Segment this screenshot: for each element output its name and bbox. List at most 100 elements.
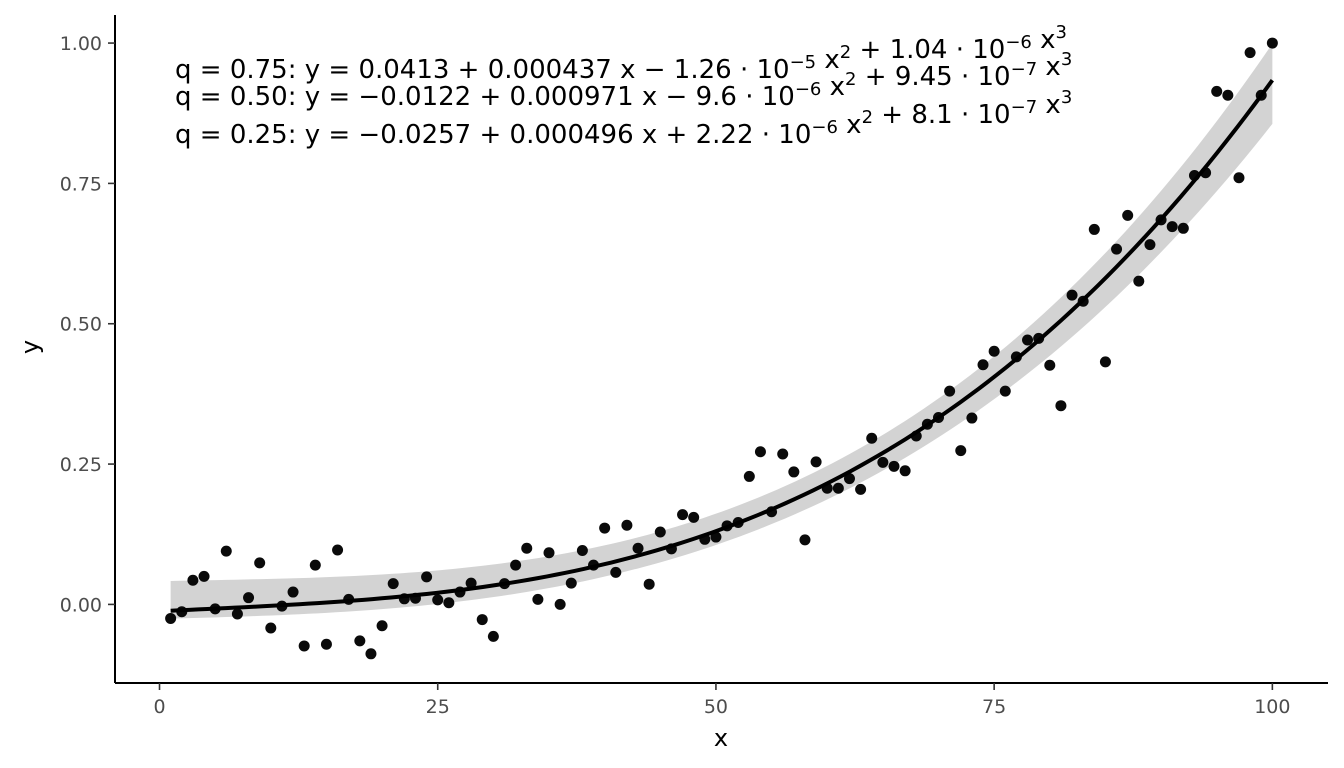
- data-point: [743, 470, 755, 482]
- data-point: [220, 545, 232, 557]
- data-point: [521, 542, 533, 554]
- data-point: [1188, 170, 1200, 182]
- y-tick-label: 0.50: [60, 314, 102, 336]
- data-point: [754, 446, 766, 458]
- median-fit-layer: [170, 78, 1274, 613]
- equation-label: q = 0.75: y = 0.0413 + 0.000437 x − 1.26…: [175, 22, 1067, 85]
- data-point: [821, 482, 833, 494]
- data-point: [921, 418, 933, 430]
- data-point: [1266, 37, 1278, 49]
- data-point: [888, 460, 900, 472]
- data-point: [332, 544, 344, 556]
- data-point: [665, 543, 677, 555]
- x-tick-label: 0: [153, 696, 165, 718]
- data-point: [732, 516, 744, 528]
- data-point: [677, 509, 689, 521]
- data-point: [432, 594, 444, 606]
- data-point: [966, 412, 978, 424]
- data-point: [1133, 275, 1145, 287]
- data-point: [354, 635, 366, 647]
- data-point: [1222, 89, 1234, 101]
- data-point: [877, 456, 889, 468]
- data-point: [588, 559, 600, 571]
- data-point: [320, 638, 332, 650]
- data-point: [843, 473, 855, 485]
- data-point: [988, 345, 1000, 357]
- y-tick-label: 0.00: [60, 594, 102, 616]
- data-point: [165, 612, 177, 624]
- data-point: [1244, 47, 1256, 59]
- data-point: [1166, 221, 1178, 233]
- data-point: [1122, 209, 1134, 221]
- data-point: [465, 577, 477, 589]
- data-point: [688, 511, 700, 523]
- data-point: [543, 547, 555, 559]
- y-tick-label: 0.75: [60, 173, 102, 195]
- axes-layer: 0 25 50 75 100 0.00 0.25 0.50 0.75 1.00: [60, 15, 1328, 718]
- data-point: [365, 648, 377, 660]
- data-point: [421, 571, 433, 583]
- data-point: [799, 534, 811, 546]
- data-point: [343, 593, 355, 605]
- x-tick-label: 75: [982, 696, 1006, 718]
- data-point: [766, 506, 778, 518]
- data-point: [576, 545, 588, 557]
- data-point: [265, 622, 277, 634]
- data-point: [955, 445, 967, 457]
- data-point: [866, 432, 878, 444]
- data-point: [298, 640, 310, 652]
- data-point: [198, 570, 210, 582]
- data-points-layer: [165, 37, 1278, 660]
- data-point: [254, 557, 266, 569]
- data-point: [710, 531, 722, 543]
- data-point: [532, 593, 544, 605]
- data-point: [409, 592, 421, 604]
- data-point: [454, 586, 466, 598]
- x-tick-label: 50: [704, 696, 728, 718]
- data-point: [187, 574, 199, 586]
- data-point: [977, 359, 989, 371]
- data-point: [487, 630, 499, 642]
- y-tick-label: 1.00: [60, 33, 102, 55]
- data-point: [1055, 400, 1067, 412]
- data-point: [1255, 89, 1267, 101]
- data-point: [1077, 295, 1089, 307]
- y-axis-title: y: [16, 340, 44, 354]
- data-point: [999, 385, 1011, 397]
- data-point: [933, 411, 944, 423]
- data-point: [1144, 239, 1156, 251]
- x-axis-title: x: [714, 724, 728, 752]
- data-point: [832, 482, 844, 494]
- data-point: [810, 456, 822, 468]
- data-point: [632, 542, 644, 554]
- data-point: [231, 608, 243, 620]
- data-point: [1022, 334, 1034, 346]
- data-point: [243, 592, 255, 604]
- data-point: [565, 577, 577, 589]
- data-point: [610, 566, 622, 578]
- data-point: [1010, 351, 1022, 363]
- data-point: [1044, 359, 1056, 371]
- data-point: [1088, 223, 1100, 235]
- data-point: [309, 559, 321, 571]
- data-point: [554, 598, 566, 610]
- data-point: [398, 593, 410, 605]
- data-point: [621, 519, 633, 531]
- data-point: [276, 600, 288, 612]
- x-tick-label: 25: [426, 696, 450, 718]
- data-point: [1211, 85, 1223, 97]
- fit-line: [170, 78, 1274, 613]
- data-point: [476, 614, 488, 626]
- data-point: [1177, 222, 1189, 234]
- data-point: [599, 522, 611, 534]
- data-point: [643, 578, 655, 590]
- data-point: [1099, 356, 1111, 368]
- x-tick-label: 100: [1254, 696, 1290, 718]
- equation-annotations: q = 0.75: y = 0.0413 + 0.000437 x − 1.26…: [175, 22, 1072, 150]
- data-point: [721, 520, 733, 532]
- data-point: [443, 597, 455, 609]
- data-point: [287, 586, 299, 598]
- data-point: [699, 533, 711, 545]
- equation-label: q = 0.25: y = −0.0257 + 0.000496 x + 2.2…: [175, 87, 1072, 150]
- data-point: [176, 606, 188, 618]
